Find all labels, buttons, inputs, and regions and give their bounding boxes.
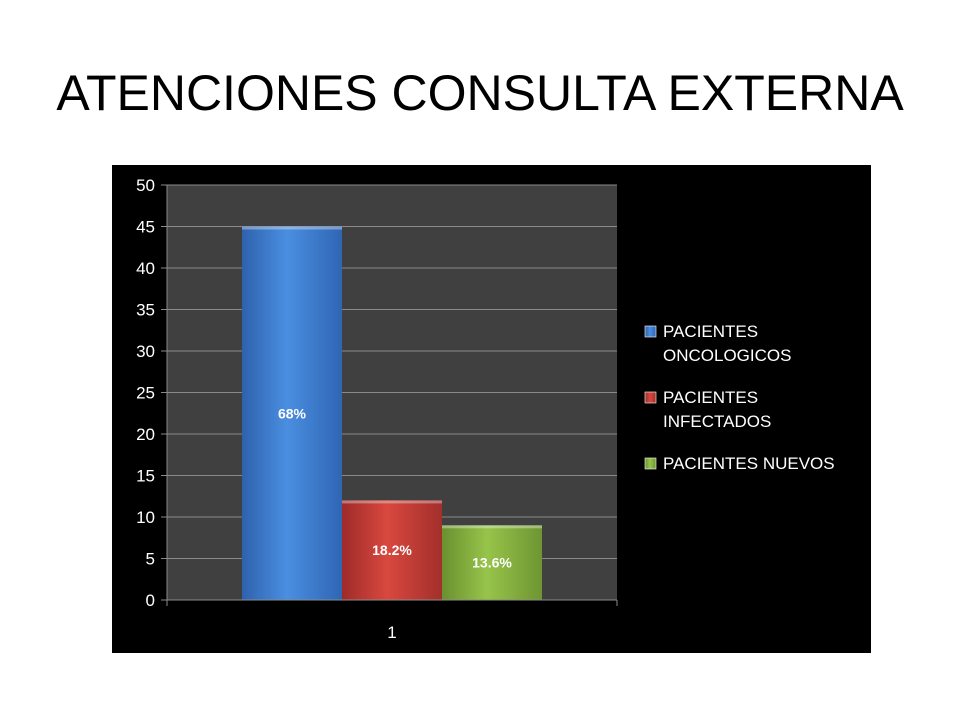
bars xyxy=(242,226,542,600)
y-tick-label: 30 xyxy=(136,342,155,361)
slide-title: ATENCIONES CONSULTA EXTERNA xyxy=(56,65,904,121)
bar-highlight xyxy=(342,500,442,504)
bar-data-label: 68% xyxy=(278,405,307,421)
y-tick-label: 35 xyxy=(136,301,155,320)
chart-frame: 68% 18.2% 13.6% 0 5 10 15 20 25 30 35 40 45 50 1 PACI… xyxy=(112,165,871,653)
legend-swatch xyxy=(644,325,657,338)
y-tick-label: 25 xyxy=(136,384,155,403)
y-tick-label: 50 xyxy=(136,176,155,195)
legend-swatch xyxy=(644,391,657,404)
bar-data-label: 18.2% xyxy=(372,542,412,558)
bar-highlight xyxy=(442,525,542,529)
bar xyxy=(242,226,342,600)
y-tick-label: 40 xyxy=(136,259,155,278)
legend-entry: PACIENTES ONCOLOGICOS xyxy=(663,322,791,365)
axes: 0 5 10 15 20 25 30 35 40 45 50 1 xyxy=(136,176,618,642)
bar-highlight xyxy=(242,226,342,230)
bar xyxy=(442,525,542,600)
legend-swatch xyxy=(644,457,657,470)
data-labels: 68% 18.2% 13.6% xyxy=(278,405,512,570)
bar xyxy=(342,500,442,600)
y-tick-label: 0 xyxy=(146,591,155,610)
y-tick-label: 10 xyxy=(136,508,155,527)
y-tick-label: 15 xyxy=(136,467,155,486)
y-tick-label: 45 xyxy=(136,218,155,237)
legend-entry: PACIENTES NUEVOS xyxy=(663,454,835,473)
y-tick-label: 20 xyxy=(136,425,155,444)
legend: PACIENTES ONCOLOGICOS PACIENTES INFECTADOS P… xyxy=(644,322,835,473)
y-tick-label: 5 xyxy=(146,550,155,569)
legend-entry: PACIENTES INFECTADOS xyxy=(663,388,771,431)
bar-data-label: 13.6% xyxy=(472,555,512,571)
bar-chart: 68% 18.2% 13.6% 0 5 10 15 20 25 30 35 40 45 50 1 PACI… xyxy=(136,176,835,642)
x-tick-label: 1 xyxy=(387,623,396,642)
